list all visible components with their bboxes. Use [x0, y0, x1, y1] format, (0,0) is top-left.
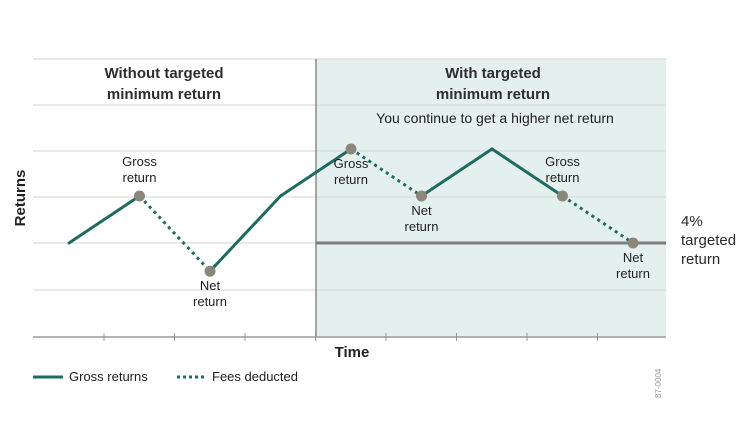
gross-return-segment: [67, 194, 141, 245]
annotation-label: Gross: [334, 156, 369, 171]
legend-gross-label: Gross returns: [69, 369, 148, 384]
left-panel-title-line2: minimum return: [107, 86, 221, 103]
left-panel-title-line1: Without targeted: [104, 65, 223, 82]
target-label-line: targeted: [681, 232, 736, 249]
gross-return-segment: [490, 147, 564, 198]
annotation-label: return: [405, 219, 439, 234]
data-point-marker: [557, 190, 568, 202]
target-return-label: 4% targeted return: [681, 213, 736, 268]
x-axis-title: Time: [335, 344, 370, 361]
data-point-marker: [204, 265, 216, 277]
annotation-label: Net: [200, 278, 221, 293]
data-point-marker: [416, 190, 427, 202]
target-label-line: 4%: [681, 213, 703, 230]
y-axis-title: Returns: [12, 170, 29, 227]
annotations-layer: GrossreturnNetreturnGrossreturnNetreturn…: [122, 154, 650, 309]
annotation-label: Gross: [122, 154, 157, 169]
gross-return-segment: [279, 147, 353, 198]
legend: Gross returns Fees deducted: [33, 369, 298, 384]
gross-return-segment: [420, 147, 494, 198]
data-point-marker: [134, 190, 145, 202]
annotation-label: return: [334, 172, 368, 187]
data-point-marker: [345, 143, 357, 155]
annotation-label: return: [546, 170, 580, 185]
annotation-label: Net: [411, 203, 432, 218]
annotation-label: return: [193, 294, 227, 309]
right-panel-note: You continue to get a higher net return: [376, 110, 614, 126]
figure-code: 87-0004: [654, 368, 663, 398]
annotation-label: Net: [623, 250, 644, 265]
annotation-label: return: [616, 266, 650, 281]
annotation-label: Gross: [545, 154, 580, 169]
markers-layer: [134, 143, 639, 277]
annotation-label: return: [123, 170, 157, 185]
series-layer: [67, 147, 634, 273]
fees-deducted-segment: [561, 194, 634, 245]
gross-return-segment: [208, 194, 282, 273]
right-panel-title-line1: With targeted: [445, 65, 541, 82]
target-label-line: return: [681, 251, 720, 268]
data-point-marker: [627, 237, 639, 249]
x-axis-ticks: [103, 333, 598, 341]
fees-deducted-segment: [138, 194, 212, 273]
legend-fees-label: Fees deducted: [212, 369, 298, 384]
right-panel-title-line2: minimum return: [436, 86, 550, 103]
fees-deducted-segment: [350, 147, 423, 198]
